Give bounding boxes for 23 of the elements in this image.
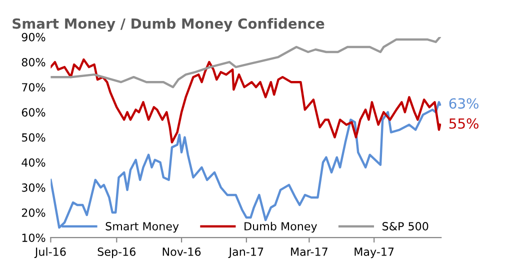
y-tick-label: 70% xyxy=(22,83,46,92)
legend-label: Smart Money xyxy=(106,222,179,233)
y-tick-label: 60% xyxy=(22,108,46,117)
y-tick-label: 50% xyxy=(22,133,46,142)
y-tick-label: 90% xyxy=(22,32,46,42)
y-tick-label: 10% xyxy=(22,234,46,242)
x-tick-label: May-17 xyxy=(354,248,394,258)
legend-label: Dumb Money xyxy=(244,222,318,233)
legend-label: S&P 500 xyxy=(382,222,428,230)
y-tick-label: 20% xyxy=(22,208,46,217)
y-tick-label: 40% xyxy=(22,158,46,167)
annotation: 63% xyxy=(449,98,478,109)
y-tick-label: 30% xyxy=(22,183,46,192)
y-tick-label: 80% xyxy=(22,58,46,66)
x-tick-label: Nov-16 xyxy=(162,248,201,256)
x-tick-label: Jul-16 xyxy=(34,247,66,258)
x-tick-label: Sep-16 xyxy=(98,248,136,258)
x-tick-label: Mar-17 xyxy=(291,248,328,256)
x-tick-label: Jan-17 xyxy=(228,248,264,258)
annotation: 55% xyxy=(449,118,478,129)
chart-title: Smart Money / Dumb Money Confidence xyxy=(12,18,324,32)
line-series xyxy=(50,36,442,88)
line-series xyxy=(50,58,442,144)
